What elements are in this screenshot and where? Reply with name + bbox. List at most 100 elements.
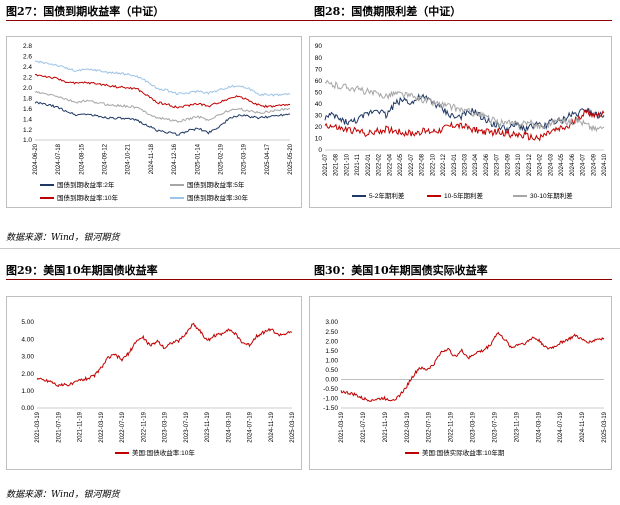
x-tick-label: 2025-02-19 [218, 143, 224, 174]
legend-label: 美国:国债收益率:10年 [132, 448, 195, 457]
chart-title-29: 图29：美国10年期国债收益率 [6, 264, 158, 277]
chart-title-30: 图30：美国10年期国债实际收益率 [314, 264, 488, 277]
x-tick-label: 2025-05-20 [288, 143, 294, 174]
x-tick-label: 2024-07 [581, 153, 587, 176]
x-tick-label: 2023-10 [516, 153, 522, 176]
legend-label: 美国:国债实际收益率:10年期 [422, 448, 505, 457]
x-tick-label: 2024-11-19 [269, 411, 275, 442]
x-tick-label: 2025-04-17 [265, 143, 271, 174]
x-tick-label: 2022-05 [398, 153, 404, 176]
divider-top [0, 248, 620, 249]
legend-label: 国债到期收益率:5年 [187, 180, 245, 189]
x-tick-label: 2024-05 [559, 153, 565, 176]
y-tick-label: -1.00 [323, 396, 338, 403]
x-tick-label: 2025-01-14 [195, 143, 201, 174]
y-tick-label: -1.50 [323, 405, 338, 412]
y-tick-label: 1.00 [21, 388, 34, 395]
y-tick-label: 50 [315, 89, 323, 96]
x-tick-label: 2024-07-19 [558, 411, 564, 442]
x-tick-label: 2021-03-19 [35, 411, 41, 442]
y-tick-label: 2.8 [23, 43, 32, 50]
x-tick-label: 2024-03 [548, 153, 554, 176]
x-tick-label: 2023-07-19 [492, 411, 498, 442]
y-tick-label: 1.00 [325, 357, 338, 364]
x-tick-label: 2022-10 [430, 153, 436, 176]
y-tick-label: 90 [315, 43, 323, 50]
x-tick-label: 2021-08 [334, 153, 340, 176]
x-tick-label: 2023-07 [495, 153, 501, 176]
y-tick-label: 40 [315, 101, 323, 108]
x-tick-label: 2024-10 [602, 153, 608, 176]
x-tick-label: 2021-03-19 [339, 411, 345, 442]
x-tick-label: 2023-06 [484, 153, 490, 176]
x-tick-label: 2021-07 [323, 153, 329, 176]
legend-label: 国债到期收益率:30年 [187, 193, 249, 202]
y-tick-label: 2.0 [23, 85, 32, 92]
x-tick-label: 2025-03-19 [602, 411, 608, 442]
y-tick-label: 70 [315, 66, 323, 73]
y-tick-label: 1.8 [23, 95, 32, 102]
x-tick-label: 2022-07 [409, 153, 415, 176]
x-tick-label: 2025-03-19 [242, 143, 248, 174]
x-tick-label: 2024-03-19 [226, 411, 232, 442]
x-tick-label: 2024-09-12 [103, 143, 109, 174]
x-tick-label: 2024-08-15 [79, 143, 85, 174]
x-tick-label: 2023-12 [527, 153, 533, 176]
chart-title-27: 图27：国债到期收益率（中证） [6, 5, 165, 18]
series-line [34, 73, 291, 109]
x-tick-label: 2024-06-20 [33, 143, 39, 174]
y-tick-label: 2.6 [23, 54, 32, 61]
y-tick-label: 5.00 [21, 319, 34, 326]
x-tick-label: 2021-07-19 [361, 411, 367, 442]
y-tick-label: 80 [315, 55, 323, 62]
y-tick-label: 2.2 [23, 75, 32, 82]
x-tick-label: 2022-08 [420, 153, 426, 176]
x-tick-label: 2023-11-19 [514, 411, 520, 442]
x-tick-label: 2023-03-19 [471, 411, 477, 442]
series-line [324, 107, 605, 142]
x-tick-label: 2023-03 [463, 153, 469, 176]
x-tick-label: 2021-10 [344, 153, 350, 176]
source-note-top: 数据来源：Wind，银河期货 [6, 233, 120, 243]
title-rule-top [6, 20, 612, 21]
series-line [34, 60, 291, 97]
y-tick-label: -0.50 [323, 386, 338, 393]
y-tick-label: 0 [318, 147, 322, 154]
y-tick-label: 1.2 [23, 127, 32, 134]
x-tick-label: 2024-11-18 [149, 143, 155, 174]
y-tick-label: 3.00 [21, 354, 34, 361]
title-rule-bottom [6, 279, 612, 280]
x-tick-label: 2023-07-19 [184, 411, 190, 442]
series-line [340, 331, 605, 402]
x-tick-label: 2024-07-19 [248, 411, 254, 442]
x-tick-label: 2023-04 [473, 153, 479, 176]
y-tick-label: 4.00 [21, 336, 34, 343]
plot-c27: 2.8 2.6 2.4 2.2 2.0 1.8 1.6 1.4 1.2 1.02024-06-20… [23, 43, 294, 202]
x-tick-label: 2022-07-19 [427, 411, 433, 442]
legend-label: 30-10年期利差 [530, 191, 573, 200]
series-line [36, 322, 293, 388]
y-tick-label: 1.0 [23, 137, 32, 144]
x-tick-label: 2024-11-19 [580, 411, 586, 442]
y-tick-label: 0.00 [21, 405, 34, 412]
chart-frame-30 [309, 296, 612, 470]
y-tick-label: 1.50 [325, 348, 338, 355]
x-tick-label: 2024-10-21 [126, 143, 132, 174]
plot-c30: 3.00 2.50 2.00 1.50 1.00 0.50 0.00 -0.50 -1.00 -1… [323, 319, 608, 457]
y-tick-label: 1.6 [23, 106, 32, 113]
x-tick-label: 2024-09 [591, 153, 597, 176]
source-note-bottom: 数据来源：Wind，银河期货 [6, 490, 120, 500]
y-tick-label: 0.50 [325, 367, 338, 374]
x-tick-label: 2023-09 [505, 153, 511, 176]
legend-label: 10-5年期利差 [444, 191, 484, 200]
y-tick-label: 2.00 [325, 338, 338, 345]
x-tick-label: 2024-06 [570, 153, 576, 176]
y-tick-label: 2.4 [23, 64, 32, 71]
x-tick-label: 2022-04 [387, 153, 393, 176]
x-tick-label: 2022-11-19 [449, 411, 455, 442]
y-tick-label: 10 [315, 136, 323, 143]
y-tick-label: 20 [315, 124, 323, 131]
